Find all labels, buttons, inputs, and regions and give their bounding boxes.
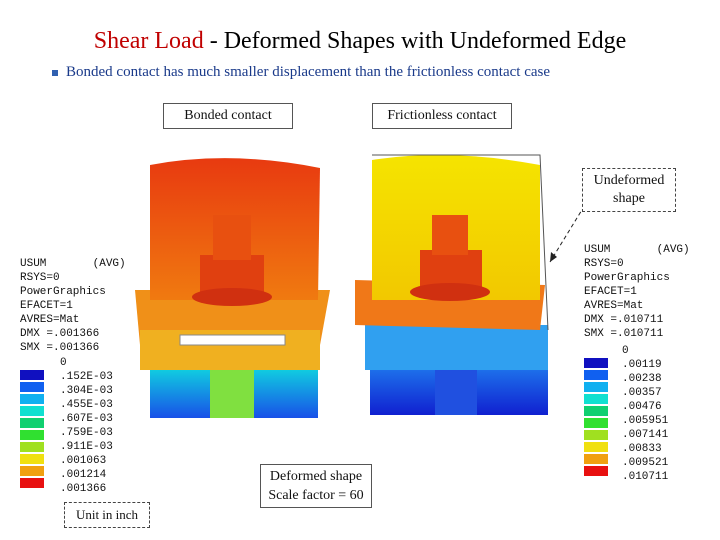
legend-swatch bbox=[20, 466, 44, 476]
legend-value: .001214 bbox=[60, 469, 107, 481]
line: Deformed shape bbox=[269, 469, 363, 484]
line: Undeformed bbox=[593, 173, 665, 188]
legend-swatch bbox=[20, 478, 44, 488]
legend-header: RSYS=0 bbox=[20, 272, 60, 284]
legend-swatch bbox=[584, 418, 608, 428]
legend-value: .007141 bbox=[622, 429, 669, 441]
legend-swatch bbox=[584, 406, 608, 416]
legend-value: .00357 bbox=[622, 387, 662, 399]
unit-label: Unit in inch bbox=[64, 502, 150, 528]
legend-value: .759E-03 bbox=[60, 427, 113, 439]
legend-value: 0 bbox=[622, 345, 629, 357]
legend-swatch bbox=[20, 382, 44, 392]
legend-header: EFACET=1 bbox=[584, 286, 637, 298]
bullet-marker bbox=[52, 70, 58, 76]
legend-value: 0 bbox=[60, 357, 67, 369]
legend-swatch bbox=[20, 370, 44, 380]
legend-header: DMX =.010711 bbox=[584, 314, 664, 326]
bonded-model bbox=[135, 158, 330, 418]
legend-header: SMX =.010711 bbox=[584, 328, 664, 340]
line: shape bbox=[613, 191, 645, 206]
legend-header: AVRES=Mat bbox=[20, 314, 80, 326]
bullet-text: Bonded contact has much smaller displace… bbox=[66, 64, 550, 80]
legend-swatch bbox=[584, 370, 608, 380]
title: Shear Load - Deformed Shapes with Undefo… bbox=[0, 28, 720, 55]
legend-value: .455E-03 bbox=[60, 399, 113, 411]
title-highlight: Shear Load bbox=[93, 28, 204, 54]
legend-value: .00833 bbox=[622, 443, 662, 455]
undeformed-label: Undeformed shape bbox=[582, 168, 676, 212]
legend-header: RSYS=0 bbox=[584, 258, 624, 270]
legend-header: PowerGraphics bbox=[584, 272, 670, 284]
legend-header: USUM (AVG) bbox=[20, 258, 126, 270]
legend-value: .00119 bbox=[622, 359, 662, 371]
legend-value: .00238 bbox=[622, 373, 662, 385]
legend-value: .009521 bbox=[622, 457, 669, 469]
deformed-label: Deformed shape Scale factor = 60 bbox=[260, 464, 372, 508]
legend-value: .005951 bbox=[622, 415, 669, 427]
legend-header: SMX =.001366 bbox=[20, 342, 100, 354]
legend-value: .001366 bbox=[60, 483, 107, 495]
legend-value: .607E-03 bbox=[60, 413, 113, 425]
legend-value: .152E-03 bbox=[60, 371, 113, 383]
legend-header: PowerGraphics bbox=[20, 286, 106, 298]
legend-value: .911E-03 bbox=[60, 441, 113, 453]
legend-swatch bbox=[20, 454, 44, 464]
legend-swatch bbox=[20, 418, 44, 428]
legend-swatch bbox=[20, 430, 44, 440]
frictionless-label: Frictionless contact bbox=[372, 103, 512, 129]
legend-swatch bbox=[584, 442, 608, 452]
legend-value: .001063 bbox=[60, 455, 107, 467]
legend-value: .00476 bbox=[622, 401, 662, 413]
legend-header: AVRES=Mat bbox=[584, 300, 644, 312]
legend-header: EFACET=1 bbox=[20, 300, 73, 312]
legend-swatch bbox=[584, 430, 608, 440]
legend-swatch bbox=[20, 394, 44, 404]
legend-header: DMX =.001366 bbox=[20, 328, 100, 340]
legend-swatch bbox=[584, 394, 608, 404]
legend-swatch bbox=[20, 406, 44, 416]
line: Scale factor = 60 bbox=[268, 488, 364, 503]
title-rest: - Deformed Shapes with Undeformed Edge bbox=[203, 28, 627, 54]
frictionless-model bbox=[355, 154, 549, 415]
legend-swatch bbox=[584, 466, 608, 476]
legend-value: .304E-03 bbox=[60, 385, 113, 397]
legend-header: USUM (AVG) bbox=[584, 244, 690, 256]
legend-swatch bbox=[584, 454, 608, 464]
legend-swatch bbox=[20, 442, 44, 452]
legend-swatch bbox=[584, 382, 608, 392]
legend-value: .010711 bbox=[622, 471, 669, 483]
bonded-label: Bonded contact bbox=[163, 103, 293, 129]
legend-swatch bbox=[584, 358, 608, 368]
